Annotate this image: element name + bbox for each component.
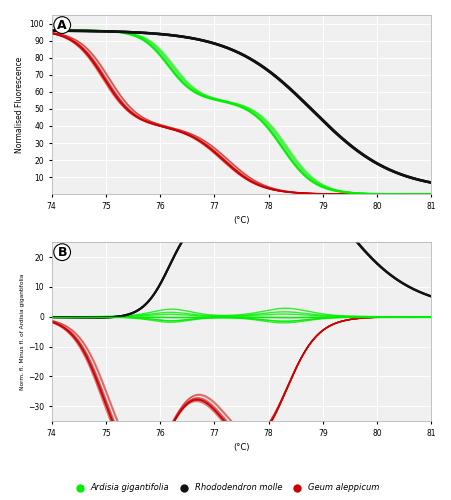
X-axis label: (°C): (°C): [233, 444, 250, 452]
Y-axis label: Normalised Fluorescence: Normalised Fluorescence: [15, 56, 24, 152]
Y-axis label: Norm. fl. Minus fl. of Ardisia gigantifolia: Norm. fl. Minus fl. of Ardisia gigantifo…: [20, 274, 25, 390]
Text: A: A: [57, 18, 67, 32]
X-axis label: (°C): (°C): [233, 216, 250, 226]
Legend: Ardisia gigantifolia, Rhododendron molle, Geum aleppicum: Ardisia gigantifolia, Rhododendron molle…: [68, 480, 383, 496]
Text: B: B: [57, 246, 67, 258]
